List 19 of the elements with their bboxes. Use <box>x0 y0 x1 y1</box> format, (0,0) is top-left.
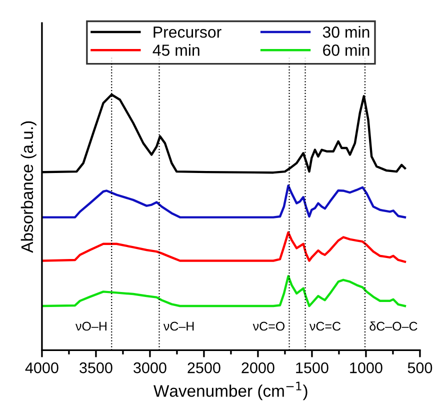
ref-line-label: νO–H <box>75 322 106 331</box>
x-tick-label: 1000 <box>350 362 382 374</box>
x-tick-label: 500 <box>408 362 432 374</box>
ref-line-label: νC=O <box>252 322 285 331</box>
ref-line-label: νC=C <box>309 322 341 331</box>
legend-label: 30 min <box>322 26 370 38</box>
x-tick-label: 3500 <box>80 362 112 374</box>
x-tick-label: 4000 <box>25 362 58 374</box>
x-axis-title: Wavenumber (cm$^{−1}$) <box>154 382 308 400</box>
x-tick-label: 3000 <box>134 362 166 374</box>
y-axis-title: Absorbance (a.u.) <box>20 121 36 253</box>
legend-label: 60 min <box>323 44 370 56</box>
ref-line-label: νC–H <box>163 322 194 331</box>
x-tick-label: 2000 <box>242 362 274 374</box>
ref-line-label: δC–O–C <box>370 321 418 331</box>
legend-label: Precursor <box>154 26 222 38</box>
legend-label: 45 min <box>152 44 200 56</box>
x-tick-label: 1500 <box>296 362 328 374</box>
x-tick-label: 2500 <box>188 362 220 374</box>
